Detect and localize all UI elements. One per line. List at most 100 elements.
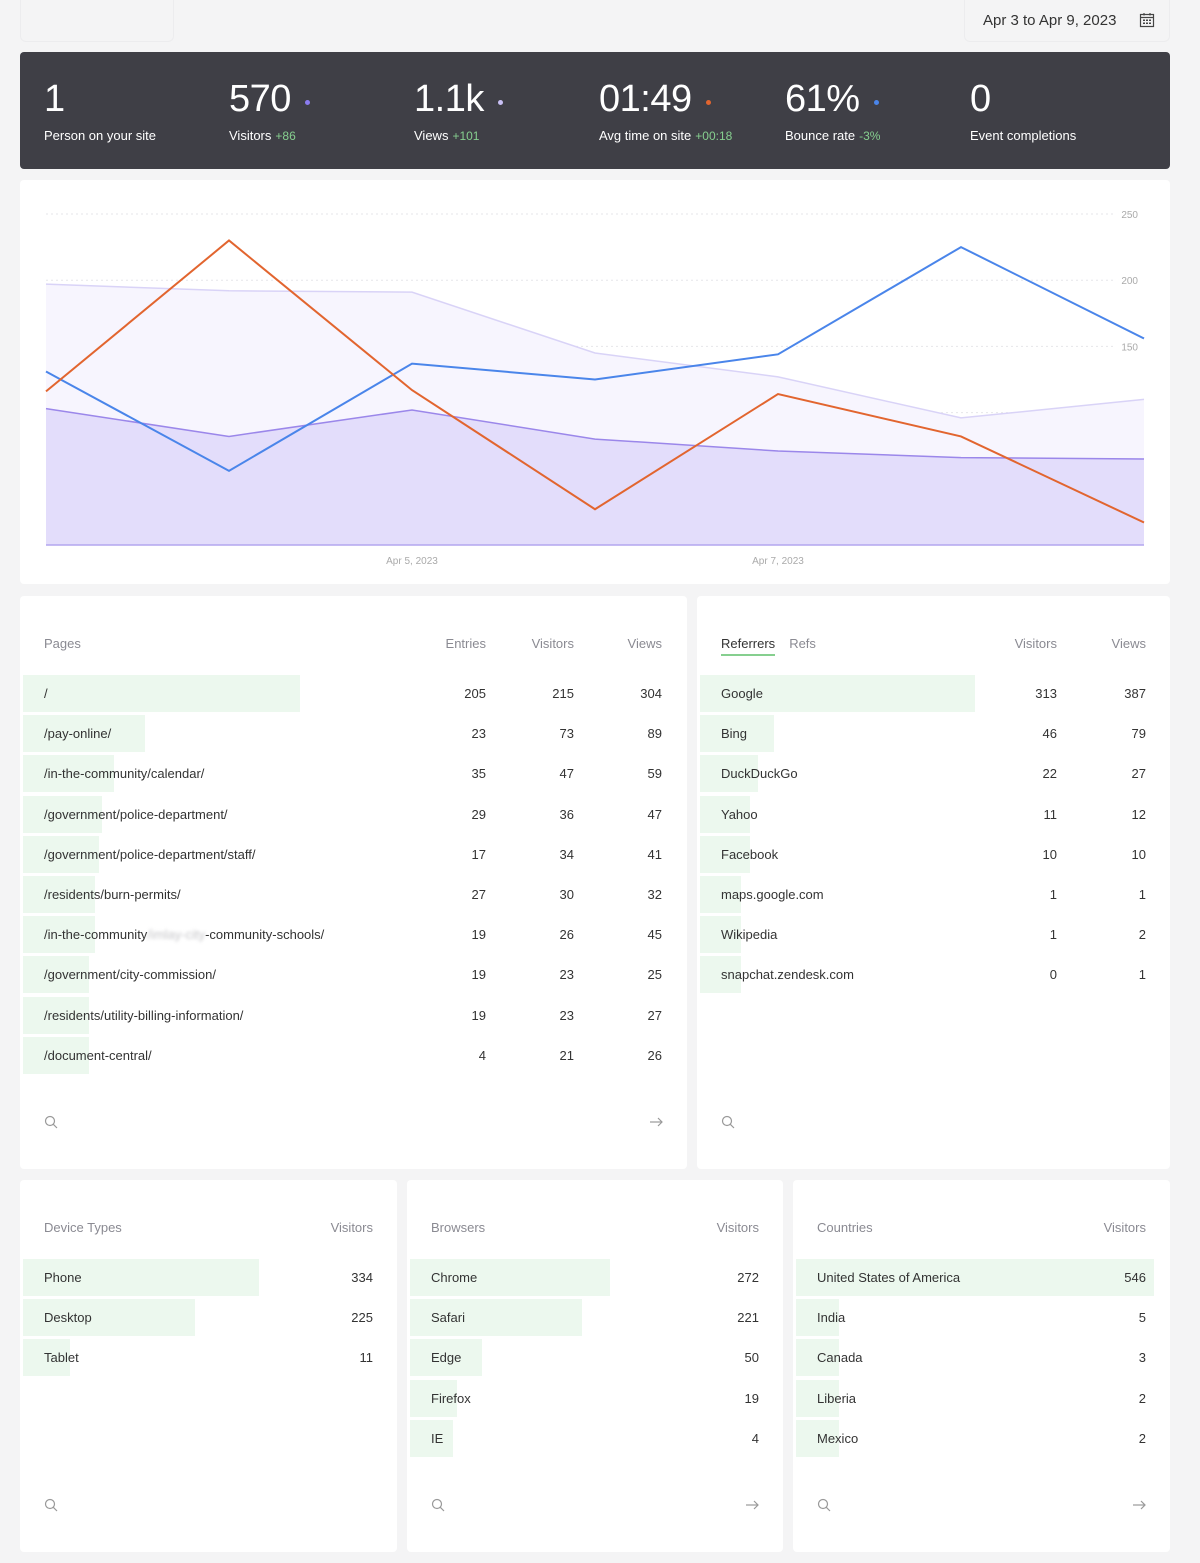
table-row[interactable]: Google 313 387	[700, 675, 1146, 712]
row-label: /residents/utility-billing-information/	[44, 1007, 244, 1023]
stat-bounce-rate[interactable]: 61% Bounce rate -3%	[785, 77, 880, 143]
row-visitors: 23	[559, 1007, 574, 1023]
table-row[interactable]: /government/city-commission/19 23 25	[23, 956, 662, 994]
table-row[interactable]: Liberia 2	[796, 1379, 1154, 1417]
table-row[interactable]: Edge 50	[410, 1339, 768, 1377]
col-entries[interactable]: Entries	[445, 636, 486, 651]
stat-visitors[interactable]: 570 Visitors +86	[229, 77, 310, 143]
tab-refs[interactable]: Refs	[789, 636, 816, 651]
table-row[interactable]: Yahoo 11 12	[700, 795, 1146, 833]
table-row[interactable]: snapchat.zendesk.com 0 1	[700, 956, 1146, 994]
row-label: Chrome	[431, 1270, 478, 1285]
table-row[interactable]: /residents/burn-permits/27 30 32	[23, 876, 662, 913]
table-row[interactable]: Chrome 272	[410, 1259, 768, 1296]
row-label: /pay-online/	[44, 726, 112, 742]
table-row[interactable]: United States of America 546	[796, 1259, 1154, 1296]
table-row[interactable]: /in-the-community/imlay-city-community-s…	[23, 916, 662, 954]
row-entries: 29	[471, 806, 486, 822]
search-icon[interactable]	[44, 1498, 58, 1512]
arrow-right-icon[interactable]	[649, 1115, 663, 1129]
stat-views[interactable]: 1.1k Views +101	[414, 77, 503, 143]
share-bar	[410, 1339, 482, 1377]
table-row[interactable]: Canada 3	[796, 1339, 1154, 1377]
table-row[interactable]: /government/police-department/29 36 47	[23, 795, 662, 833]
arrow-right-icon[interactable]	[745, 1498, 759, 1512]
table-row[interactable]: /residents/utility-billing-information/1…	[23, 996, 662, 1034]
row-value: 5	[1138, 1310, 1146, 1326]
col-visitors[interactable]: Visitors	[1103, 1220, 1146, 1235]
tab-referrers[interactable]: Referrers	[721, 636, 776, 656]
table-row[interactable]: DuckDuckGo 22 27	[700, 755, 1146, 793]
row-visitors: 21	[559, 1047, 574, 1063]
stat-value: 01:49	[599, 78, 692, 120]
table-row[interactable]: Phone 334	[23, 1259, 381, 1296]
row-views: 2	[1138, 927, 1146, 943]
stat-events[interactable]: 0 Event completions	[970, 77, 1076, 143]
row-label-part: /in-the-community	[44, 927, 148, 943]
col-views[interactable]: Views	[1111, 636, 1146, 651]
row-label: Tablet	[44, 1350, 79, 1366]
search-icon[interactable]	[817, 1498, 831, 1512]
col-visitors[interactable]: Visitors	[531, 636, 574, 651]
table-row[interactable]: IE 4	[410, 1419, 768, 1457]
col-visitors[interactable]: Visitors	[716, 1220, 759, 1235]
search-icon[interactable]	[721, 1115, 735, 1129]
row-visitors: 46	[1042, 726, 1057, 742]
row-value: 2	[1138, 1430, 1146, 1446]
row-label: Google	[721, 686, 763, 701]
table-row[interactable]: maps.google.com 1 1	[700, 876, 1146, 913]
row-views: 59	[647, 766, 662, 782]
col-views[interactable]: Views	[627, 636, 662, 651]
row-views: 1	[1138, 887, 1146, 902]
stats-bar: 1 Person on your site 570 Visitors +86 1.…	[20, 52, 1170, 169]
row-entries: 19	[471, 967, 486, 983]
share-bar	[23, 956, 89, 994]
row-views: 47	[647, 806, 662, 822]
table-row[interactable]: /in-the-community/calendar/35 47 59	[23, 755, 662, 793]
devices-title: Device Types	[44, 1220, 122, 1235]
row-views: 304	[640, 686, 662, 701]
table-row[interactable]: Tablet 11	[23, 1339, 381, 1377]
table-row[interactable]: Desktop 225	[23, 1299, 381, 1337]
stat-label: Person on your site	[44, 128, 157, 143]
share-bar	[410, 1259, 610, 1296]
table-row[interactable]: /government/police-department/staff/17 34…	[23, 835, 662, 873]
row-views: 27	[1131, 766, 1146, 782]
table-row[interactable]: Facebook 10 10	[700, 835, 1146, 873]
search-icon[interactable]	[44, 1115, 58, 1129]
share-bar	[796, 1299, 839, 1337]
date-range-picker[interactable]: Apr 3 to Apr 9, 2023	[964, 0, 1170, 42]
table-row[interactable]: Mexico 2	[796, 1419, 1154, 1457]
row-label: /document-central/	[44, 1047, 152, 1063]
table-row[interactable]: /pay-online/23 73 89	[23, 715, 662, 753]
row-label-blurred: /imlay-city	[147, 927, 206, 943]
col-visitors[interactable]: Visitors	[1014, 636, 1057, 651]
search-icon[interactable]	[431, 1498, 445, 1512]
table-row[interactable]: /document-central/4 21 26	[23, 1036, 662, 1074]
table-row[interactable]: Bing 46 79	[700, 715, 1146, 753]
site-selector[interactable]	[20, 0, 174, 42]
stat-avg-time[interactable]: 01:49 Avg time on site +00:18	[599, 77, 732, 143]
series-dot	[705, 100, 711, 106]
col-visitors[interactable]: Visitors	[330, 1220, 373, 1235]
share-bar	[700, 755, 758, 793]
table-row[interactable]: Wikipedia 1 2	[700, 916, 1146, 954]
arrow-right-icon[interactable]	[1132, 1498, 1146, 1512]
share-bar	[796, 1379, 839, 1417]
row-value: 272	[737, 1270, 759, 1285]
row-label: India	[817, 1310, 846, 1326]
table-row[interactable]: / 205 215 304	[23, 675, 662, 712]
table-row[interactable]: Firefox 19	[410, 1379, 768, 1417]
row-views: 27	[647, 1007, 662, 1023]
stat-live-people[interactable]: 1 Person on your site	[44, 77, 156, 143]
y-tick-label: 250	[1121, 210, 1138, 221]
stat-label: Visitors	[229, 128, 272, 143]
row-entries: 19	[471, 927, 486, 943]
share-bar	[23, 755, 114, 793]
share-bar	[796, 1419, 839, 1457]
table-row[interactable]: Safari 221	[410, 1299, 768, 1337]
table-row[interactable]: India 5	[796, 1299, 1154, 1337]
row-entries: 205	[464, 686, 486, 701]
row-visitors: 215	[552, 686, 574, 701]
